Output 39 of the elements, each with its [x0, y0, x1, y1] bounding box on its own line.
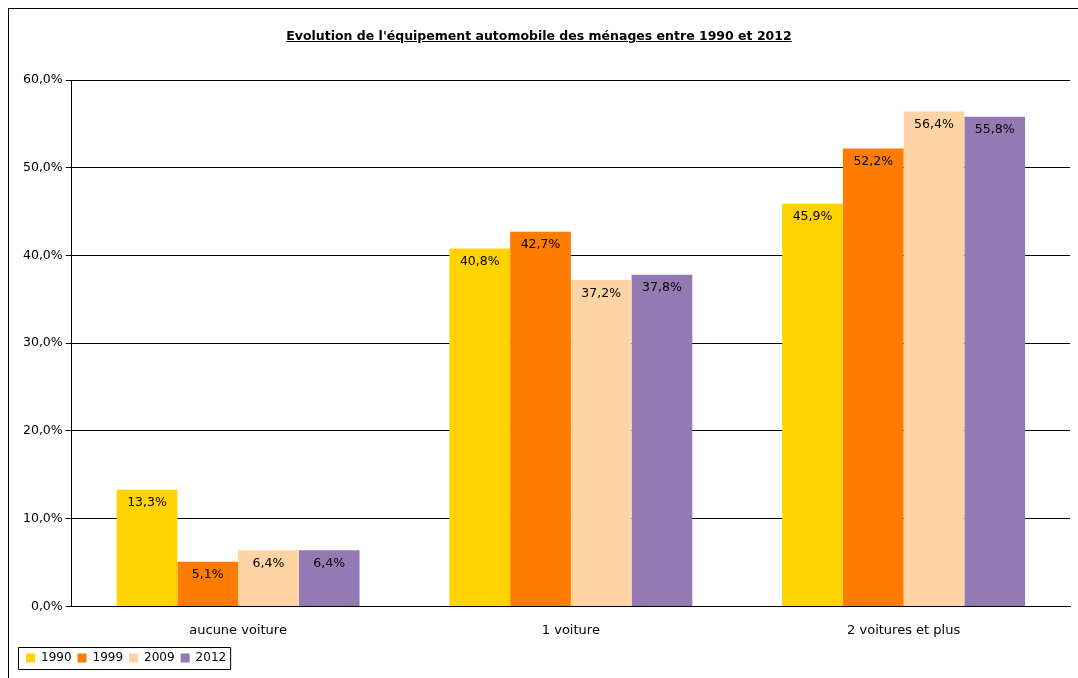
data-label: 37,8% — [642, 279, 682, 295]
y-tick-label: 60,0% — [22, 71, 63, 87]
data-label: 45,9% — [792, 208, 833, 224]
bar — [842, 148, 904, 606]
y-tick-label: 30,0% — [22, 334, 63, 350]
y-tick-label: 0,0% — [30, 597, 63, 613]
bar — [782, 203, 843, 606]
y-tick-label: 50,0% — [22, 158, 63, 174]
data-label: 6,4% — [313, 554, 346, 570]
x-tick-label: 1 voiture — [541, 621, 600, 637]
y-tick-label: 10,0% — [22, 509, 63, 525]
data-label: 13,3% — [127, 494, 167, 510]
data-label: 55,8% — [974, 121, 1015, 137]
legend-label: 2009 — [144, 650, 175, 665]
bar — [510, 231, 571, 606]
x-tick-label: aucune voiture — [189, 621, 287, 637]
legend-label: 2012 — [195, 650, 227, 665]
bar — [449, 248, 511, 606]
bar — [177, 561, 239, 606]
bar — [116, 489, 178, 606]
data-label: 56,4% — [914, 116, 954, 132]
bar — [964, 116, 1026, 606]
bar — [903, 111, 965, 606]
data-label: 42,7% — [520, 236, 561, 252]
legend-label: 1990 — [41, 650, 72, 665]
legend-label: 1999 — [92, 650, 124, 665]
data-label: 5,1% — [191, 566, 224, 582]
data-label: 52,2% — [853, 152, 894, 168]
bar — [570, 280, 632, 606]
chart-title: Evolution de l'équipement automobile des ménages entre 1990 et 2012 — [285, 28, 793, 43]
y-tick-label: 40,0% — [22, 246, 63, 262]
x-tick-label: 2 voitures et plus — [847, 621, 961, 637]
data-label: 6,4% — [252, 554, 285, 570]
data-label: 40,8% — [459, 252, 500, 268]
y-tick-label: 20,0% — [22, 422, 63, 438]
bar — [298, 550, 360, 606]
data-label: 37,2% — [581, 284, 622, 300]
bar — [238, 550, 299, 606]
bar — [631, 274, 693, 606]
